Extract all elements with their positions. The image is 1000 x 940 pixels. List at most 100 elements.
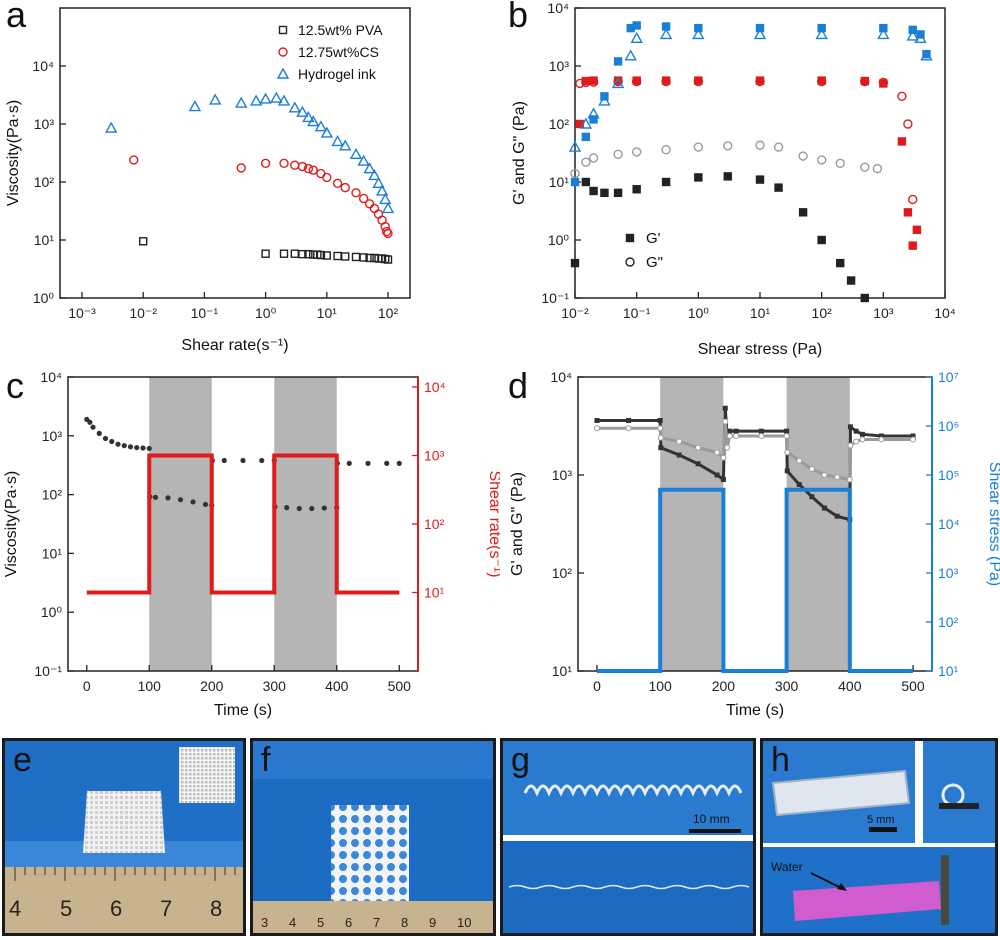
y-axis-right-tick-label: 10⁷: [938, 369, 959, 385]
data-point: [835, 158, 845, 169]
data-point: [259, 92, 272, 104]
viscosity-point: [134, 444, 140, 451]
photo-f-scene: 3 4 5 6 7 8 9 10: [253, 741, 493, 933]
viscosity-point: [115, 441, 121, 447]
scale-bar: [689, 829, 741, 833]
legend-marker: [276, 67, 290, 79]
y-axis-tick-label: 10³: [549, 58, 570, 74]
g-double-prime-point: [657, 434, 664, 441]
x-axis-tick-label: 10⁻²: [129, 305, 157, 321]
viscosity-point: [365, 460, 371, 466]
data-point: [589, 115, 598, 124]
g-double-prime-point: [720, 454, 727, 461]
g-double-prime-point: [796, 457, 803, 464]
data-point: [860, 162, 870, 172]
shear-stress-line: [596, 487, 914, 673]
photo-g: 10 mm g: [500, 738, 756, 936]
ruler-number: 10: [457, 915, 471, 930]
data-point: [188, 100, 202, 112]
x-axis-tick-label: 10³: [873, 305, 894, 321]
x-axis-tick-label: 200: [200, 678, 224, 694]
data-point: [816, 155, 827, 165]
y-axis-left-tick-label: 10⁴: [40, 369, 62, 385]
legend-marker: [625, 257, 635, 267]
x-axis-tick-label: 400: [325, 678, 349, 694]
x-axis-tick-label: 10¹: [317, 305, 338, 321]
data-point: [798, 208, 808, 217]
y-axis-left-title: Viscosity(Pa·s): [3, 471, 20, 577]
y-axis-left-tick-label: 10¹: [42, 545, 63, 561]
data-point: [359, 253, 368, 262]
g-double-prime-point: [657, 425, 664, 432]
data-point: [236, 163, 246, 173]
viscosity-point: [127, 444, 134, 450]
y-axis-tick-label: 10⁻¹: [541, 290, 569, 306]
y-axis-right-title: Shear rate(s⁻¹): [486, 470, 500, 577]
g-double-prime-point: [821, 472, 828, 478]
chart-a: 10⁻³ 10⁻² 10⁻¹ 10⁰ 10¹ 10² 10⁰ 10¹ 10² 10³ 10⁴ Shea…: [5, 7, 411, 354]
y-axis-title: Viscosity(Pa·s): [5, 100, 22, 206]
data-point: [661, 145, 671, 155]
g-double-prime-point: [910, 436, 917, 443]
data-point: [296, 105, 309, 117]
g-double-prime-point: [878, 436, 885, 443]
data-point: [632, 185, 641, 194]
data-point: [755, 76, 765, 87]
printed-tube: [771, 769, 911, 817]
shaded-interval: [786, 377, 850, 671]
x-axis-tick-label: 10⁻²: [561, 305, 589, 321]
data-point: [693, 76, 704, 87]
legend-label: 12.5wt% PVA: [298, 22, 383, 38]
panel-label-e: e: [13, 741, 32, 779]
panel-c: c 0 100 200 300 400 500 10⁻¹ 10⁰ 10¹ 10² 10³ 10⁴ 10¹…: [0, 365, 503, 735]
data-point: [912, 225, 922, 234]
ruler-number: 5: [60, 896, 72, 921]
chart-c: 0 100 200 300 400 500 10⁻¹ 10⁰ 10¹ 10² 10³ 10⁴ 10¹ 10…: [3, 369, 503, 719]
data-point: [723, 172, 732, 181]
viscosity-point: [90, 424, 96, 430]
g-double-prime-point: [859, 436, 866, 443]
data-point: [375, 184, 389, 196]
data-point: [372, 176, 385, 188]
y-axis-tick-label: 10⁴: [32, 58, 54, 74]
x-axis-tick-label: 300: [263, 678, 287, 694]
g-double-prime-point: [808, 466, 815, 473]
data-point: [279, 158, 289, 169]
data-point: [351, 188, 361, 198]
data-point: [138, 237, 148, 246]
viscosity-point: [259, 457, 265, 464]
data-point: [288, 101, 301, 113]
g-double-prime-point: [733, 433, 740, 440]
y-axis-tick-label: 10²: [549, 116, 570, 132]
data-point: [302, 110, 315, 123]
panel-label-h: h: [771, 741, 790, 779]
photo-h: 5 mm Water h: [760, 738, 998, 936]
photo-e: 4 5 6 7 8 e: [2, 738, 246, 936]
scale-bar-label: 10 mm: [693, 812, 730, 826]
data-point: [589, 186, 598, 196]
viscosity-point: [321, 505, 327, 511]
data-point: [694, 173, 703, 182]
data-point: [368, 168, 381, 181]
viscosity-point: [177, 497, 184, 503]
data-point: [381, 226, 392, 237]
data-point: [340, 182, 350, 193]
data-point: [365, 253, 374, 263]
legend-label: G": [646, 254, 663, 271]
panel-label-c: c: [6, 365, 24, 406]
data-point: [815, 28, 828, 40]
x-axis-tick-label: 100: [138, 678, 162, 694]
data-point: [755, 175, 765, 184]
data-point: [774, 183, 783, 192]
data-point: [872, 163, 883, 174]
data-point: [332, 178, 343, 188]
scaffold-top-view: [179, 747, 235, 803]
data-point: [581, 177, 591, 187]
data-point: [897, 91, 907, 102]
data-point: [631, 147, 642, 157]
data-point: [322, 251, 331, 260]
data-point: [878, 77, 889, 88]
panel-a: a 10⁻³ 10⁻² 10⁻¹ 10⁰ 10¹ 10² 10⁰ 10¹ 10² 10³ 10⁴ Sh…: [0, 0, 500, 370]
data-point: [249, 94, 263, 106]
g-double-prime-point: [834, 474, 841, 481]
